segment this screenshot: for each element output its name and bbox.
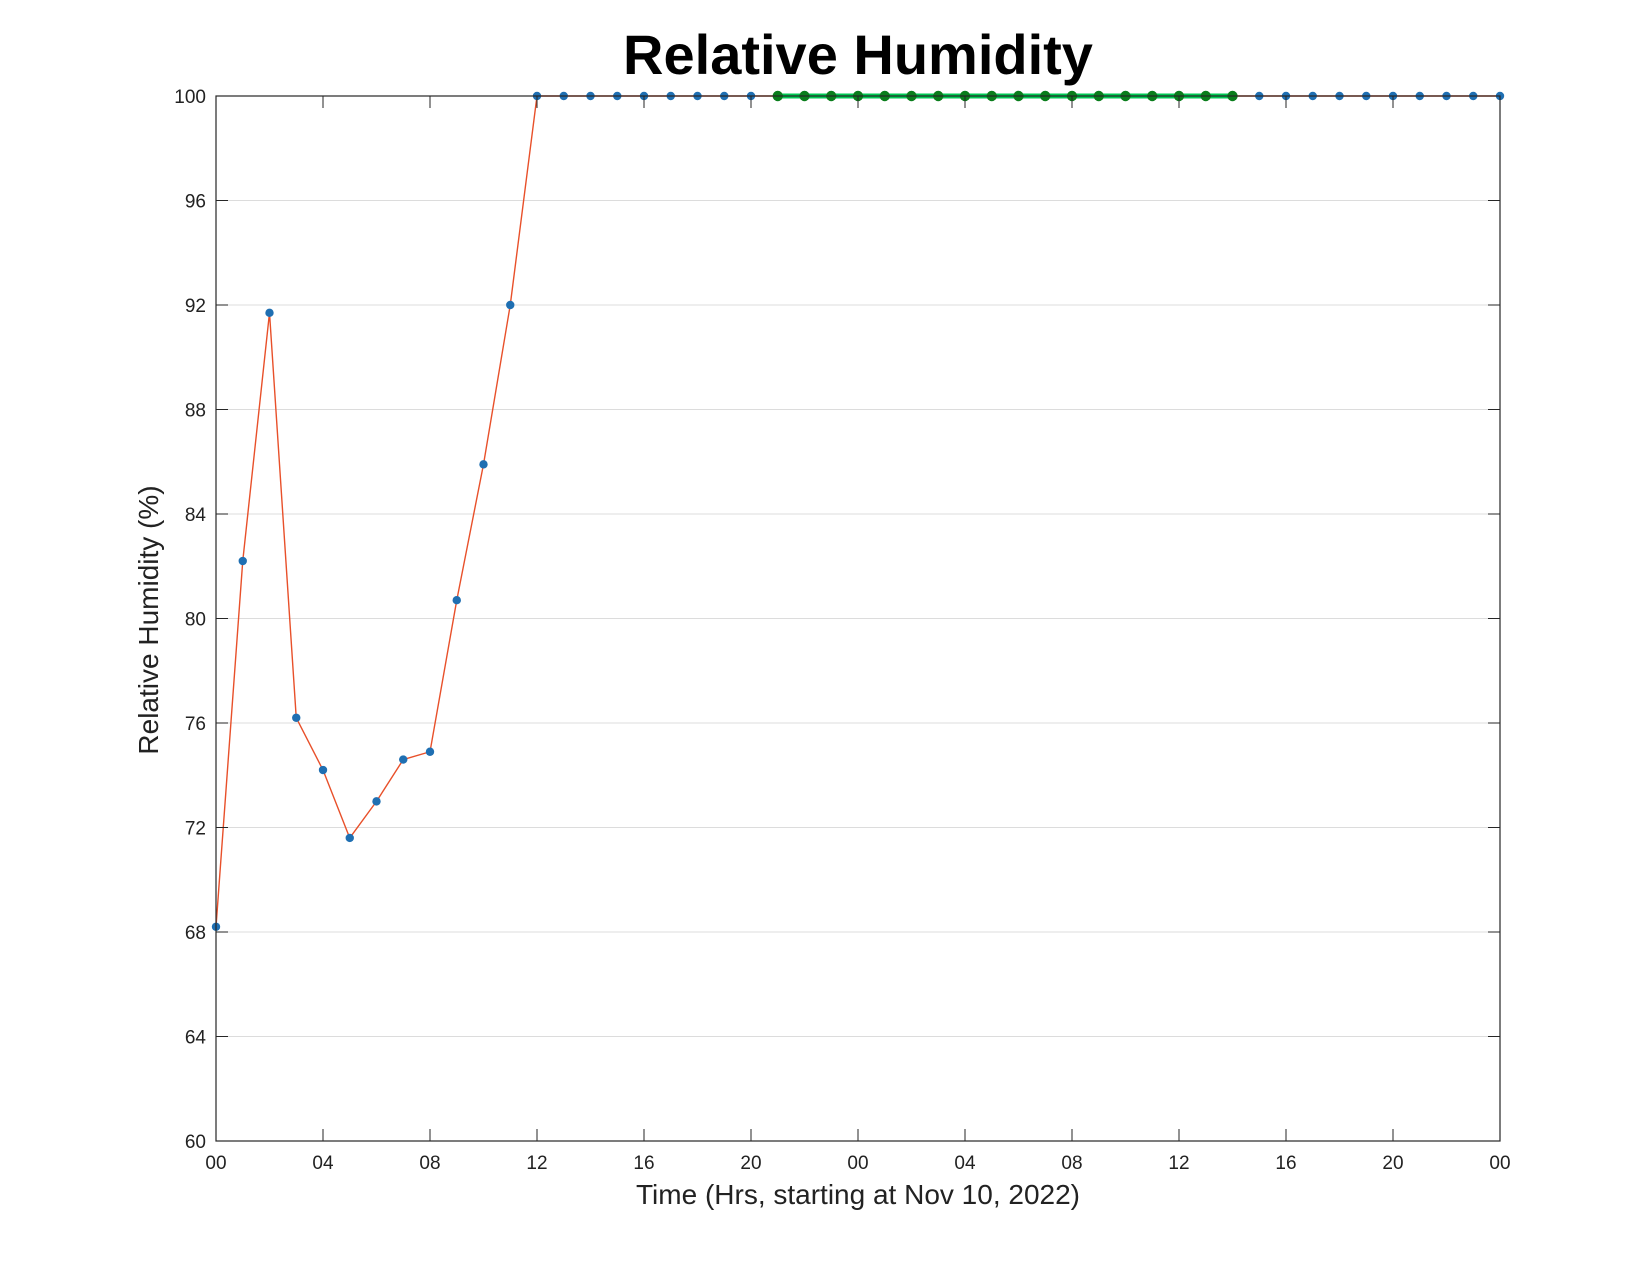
x-tick-label: 12 [526, 1153, 547, 1174]
x-tick-label: 04 [312, 1153, 334, 1174]
series-0-point [425, 747, 435, 756]
x-tick-label: 08 [1061, 1153, 1082, 1174]
y-tick-label: 60 [185, 1132, 206, 1153]
series-0-point [399, 755, 408, 764]
series-0-point [506, 300, 515, 310]
x-tick-label: 16 [633, 1153, 654, 1174]
y-tick-label: 76 [185, 714, 206, 735]
x-tick-label: 08 [419, 1153, 440, 1174]
y-tick-label: 64 [185, 1028, 207, 1049]
y-tick-label: 92 [185, 296, 206, 317]
x-tick-label: 20 [740, 1153, 761, 1174]
series-layer [211, 90, 1505, 931]
y-tick-label: 96 [185, 192, 206, 213]
series-0-point [479, 460, 488, 469]
series-0-point [345, 833, 354, 843]
x-tick-label: 00 [847, 1153, 868, 1174]
series-0-point [238, 556, 247, 566]
y-tick-label: 68 [185, 923, 206, 944]
y-tick-label: 88 [185, 401, 206, 422]
x-tick-label: 20 [1382, 1153, 1403, 1174]
series-0-point [265, 308, 274, 318]
x-tick-label: 16 [1275, 1153, 1296, 1174]
y-tick-label: 100 [174, 87, 206, 108]
gridlines [216, 95, 1500, 1142]
x-tick-label: 04 [954, 1153, 976, 1174]
series-0-point [452, 596, 461, 605]
series-0-point [318, 765, 328, 775]
x-tick-label: 00 [1489, 1153, 1510, 1174]
x-tick-label: 00 [205, 1153, 226, 1174]
y-tick-label: 80 [185, 610, 206, 631]
series-0-point [292, 713, 301, 722]
x-tick-label: 12 [1168, 1153, 1189, 1174]
series-0-point [372, 797, 381, 806]
y-axis-label: Relative Humidity (%) [133, 485, 164, 754]
x-axis-label: Time (Hrs, starting at Nov 10, 2022) [636, 1179, 1080, 1210]
axis-ticks: 60 64 68 72 76 80 84 88 92 96 100 00 04 08 12 16 20 00 04 0… [174, 87, 1510, 1174]
y-tick-label: 72 [185, 819, 206, 840]
series-0-line [215, 95, 1500, 927]
y-tick-label: 84 [185, 505, 207, 526]
chart-title: Relative Humidity [623, 23, 1093, 86]
